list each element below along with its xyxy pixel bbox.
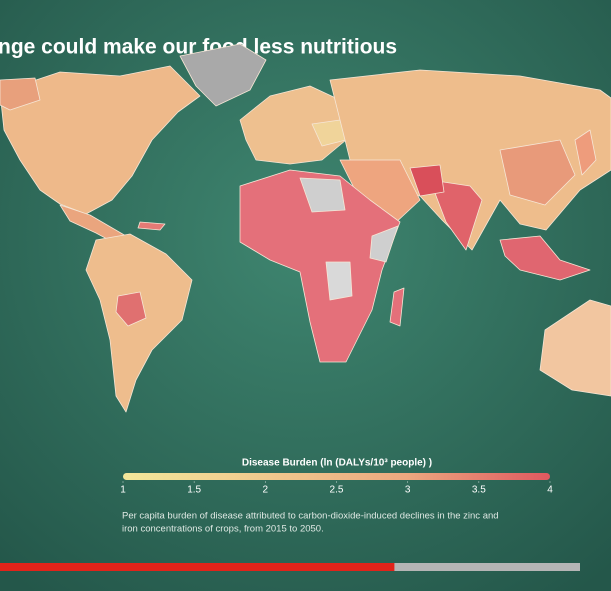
china	[499, 139, 576, 206]
europe	[239, 85, 347, 165]
africa	[239, 169, 401, 363]
caption-line: iron concentrations of crops, from 2015 …	[122, 524, 324, 535]
somalia	[369, 225, 399, 263]
tick-label: 1	[120, 485, 126, 496]
tick-label: 3.5	[472, 485, 486, 496]
world-map	[0, 43, 611, 413]
tick-label: 3	[405, 485, 411, 496]
central-africa	[325, 261, 353, 301]
madagascar	[389, 287, 405, 327]
australia	[539, 299, 611, 397]
south-america	[85, 233, 193, 413]
greenland	[179, 43, 267, 107]
alaska	[0, 77, 41, 111]
sahara	[299, 177, 346, 213]
tick-label: 4	[547, 485, 553, 496]
legend-title: Disease Burden (ln (DALYs/10³ people) )	[242, 458, 432, 469]
tick-label: 2.5	[330, 485, 344, 496]
pakistan	[409, 164, 445, 197]
tick-label: 2	[263, 485, 269, 496]
title: nge could make our food less nutritious	[0, 36, 397, 59]
tick-label: 1.5	[187, 485, 201, 496]
japan	[574, 129, 597, 176]
caption-line: Per capita burden of disease attributed …	[122, 511, 499, 522]
progress-bar[interactable]	[0, 563, 395, 571]
caribbean	[137, 221, 166, 231]
color-scale	[123, 473, 550, 480]
india	[429, 179, 483, 251]
north-america	[0, 65, 201, 215]
bolivia	[115, 291, 147, 327]
southeast-asia-islands	[499, 235, 591, 281]
